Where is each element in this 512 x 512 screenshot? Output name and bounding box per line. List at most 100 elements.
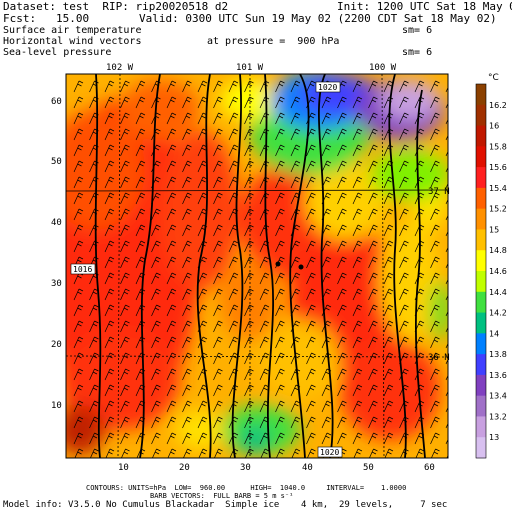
wind-barb — [430, 320, 440, 333]
wind-barb — [290, 288, 301, 301]
wind-barb — [197, 80, 208, 93]
wind-barb — [259, 416, 270, 429]
wind-barb — [259, 128, 270, 141]
wind-barb — [151, 192, 161, 205]
wind-barb — [352, 144, 363, 157]
wind-barb — [213, 144, 223, 157]
wind-barb — [337, 112, 347, 125]
wind-barb — [244, 272, 254, 285]
wind-barb — [445, 262, 448, 269]
wind-barb — [135, 288, 146, 301]
wind-barb — [383, 304, 394, 317]
wind-barb — [166, 208, 177, 221]
wind-barb — [321, 224, 332, 237]
wind-barb — [259, 272, 270, 285]
wind-barb — [135, 320, 146, 333]
wind-barb — [306, 144, 316, 157]
wind-barb — [368, 160, 378, 173]
wind-barb — [244, 208, 254, 221]
wind-barb — [368, 288, 378, 301]
wind-barb — [151, 144, 161, 157]
wind-barb — [275, 80, 285, 93]
wind-barb — [321, 416, 332, 429]
wind-barb — [182, 432, 192, 445]
wind-barb — [352, 384, 363, 397]
wind-barb — [430, 416, 440, 429]
wind-barb — [197, 224, 208, 237]
isobar-label: 1016 — [73, 265, 92, 274]
wind-barb — [275, 176, 285, 189]
colorbar-swatch — [476, 395, 486, 417]
wind-barb — [352, 416, 363, 429]
wind-barb — [290, 240, 301, 253]
colorbar-label: 16.2 — [489, 101, 507, 110]
wind-barb — [104, 176, 115, 189]
wind-barb — [259, 240, 270, 253]
wind-barb — [260, 448, 270, 458]
wind-barb — [104, 432, 115, 445]
wind-barb — [352, 368, 363, 381]
wind-barb — [104, 208, 115, 221]
wind-barb — [73, 96, 84, 109]
wind-barb — [89, 384, 99, 397]
y-tick: 30 — [51, 279, 62, 289]
wind-barb — [290, 80, 301, 93]
wind-barb — [337, 288, 347, 301]
wind-barb — [290, 304, 301, 317]
wind-barb — [352, 160, 363, 173]
wind-barb — [275, 240, 285, 253]
wind-barb — [73, 176, 84, 189]
wind-barb — [104, 112, 115, 125]
wind-barb — [430, 208, 440, 221]
wind-barb — [135, 384, 146, 397]
wind-barb — [89, 336, 99, 349]
colorbar-label: 13 — [489, 433, 499, 442]
wind-barb — [290, 320, 301, 333]
wind-barb — [259, 176, 270, 189]
wind-barb — [104, 224, 115, 237]
wind-barb — [182, 208, 192, 221]
wind-barb — [430, 384, 440, 397]
wind-barb — [104, 288, 115, 301]
wind-barb — [182, 240, 192, 253]
wind-barb — [290, 144, 301, 157]
wind-barb — [259, 192, 270, 205]
wind-barb — [414, 368, 425, 381]
wind-barb — [321, 144, 332, 157]
wind-barb — [120, 160, 130, 173]
wind-barb — [182, 160, 192, 173]
wind-barb — [166, 256, 177, 269]
wind-barb — [120, 96, 130, 109]
wind-barb — [368, 256, 378, 269]
wind-barb — [337, 336, 347, 349]
isobar-label: 1020 — [320, 448, 339, 457]
wind-barb — [73, 192, 84, 205]
wind-barb — [135, 176, 146, 189]
wind-barb — [197, 272, 208, 285]
wind-barb — [213, 400, 223, 413]
wind-barb — [120, 352, 130, 365]
wind-barb — [89, 96, 99, 109]
wind-barb — [182, 336, 192, 349]
wind-barb — [290, 112, 301, 125]
wind-barb — [89, 416, 99, 429]
wind-barb — [151, 112, 161, 125]
wind-barb — [445, 310, 448, 317]
colorbar-label: 14 — [489, 329, 499, 338]
colorbar-swatch — [476, 125, 486, 147]
wind-barb — [337, 416, 347, 429]
wind-barb — [321, 304, 332, 317]
wind-barb — [352, 128, 363, 141]
wind-barb — [399, 144, 409, 157]
wind-barb — [167, 448, 177, 458]
wind-barb — [337, 304, 347, 317]
wind-barb — [228, 176, 239, 189]
wind-barb — [73, 224, 84, 237]
wind-barb — [306, 288, 316, 301]
valid-time: Valid: 0300 UTC Sun 19 May 02 (2200 CDT … — [139, 12, 497, 25]
wind-barb — [182, 416, 192, 429]
init-time: Init: 1200 UTC Sat 18 May 02 — [337, 0, 512, 13]
wind-barb — [104, 128, 115, 141]
wind-barb — [352, 96, 363, 109]
wind-barb — [244, 400, 254, 413]
